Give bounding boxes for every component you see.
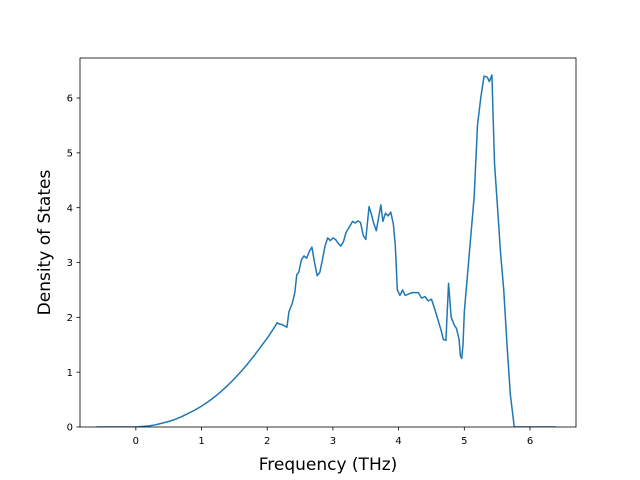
x-tick-label: 1 <box>198 436 204 447</box>
y-tick-label: 1 <box>67 368 73 379</box>
axes-frame <box>79 57 577 428</box>
x-tick-label: 5 <box>461 436 467 447</box>
y-tick-label: 2 <box>67 313 73 324</box>
dos-series-line-0 <box>96 74 557 427</box>
y-axis-ticks: 0 1 2 3 4 5 6 <box>67 94 80 434</box>
y-tick-label: 5 <box>67 148 73 159</box>
y-axis-label: Density of States <box>35 170 55 316</box>
x-tick-label: 6 <box>527 436 533 447</box>
y-tick-label: 6 <box>67 94 73 105</box>
y-tick-label: 3 <box>67 258 73 269</box>
x-tick-label: 4 <box>395 436 401 447</box>
y-tick-label: 4 <box>67 203 73 214</box>
x-tick-label: 3 <box>330 436 336 447</box>
x-axis-ticks: 0 1 2 3 4 5 6 <box>133 427 533 447</box>
x-axis-label: Frequency (THz) <box>259 455 398 475</box>
x-tick-label: 2 <box>264 436 270 447</box>
x-tick-label: 0 <box>133 436 139 447</box>
y-tick-label: 0 <box>67 423 73 434</box>
